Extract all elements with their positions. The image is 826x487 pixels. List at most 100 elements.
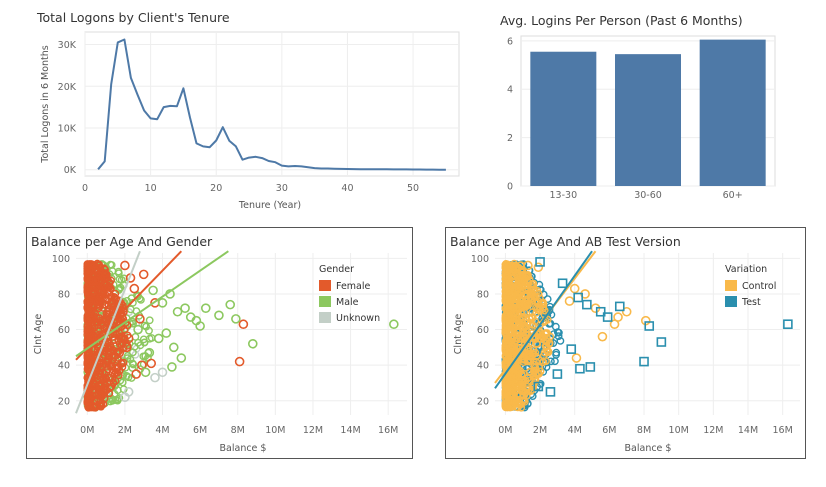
cloud-point [543, 337, 551, 346]
point-test [595, 306, 606, 317]
y-tick-label: 6 [507, 36, 513, 47]
point-test [573, 292, 583, 303]
line-chart-logons-by-tenure: Total Logons by Client's Tenure 0K 10K 20K… [36, 10, 460, 211]
point-male [231, 314, 241, 324]
point-female [118, 306, 128, 317]
cloud-point [101, 265, 110, 274]
scatter-abtest-points [523, 257, 793, 397]
y-tick-label: 0 [507, 182, 513, 193]
cloud-point [529, 279, 538, 288]
x-tick-label: 10M [265, 425, 285, 436]
cloud-point [536, 357, 544, 365]
point-test [639, 356, 649, 367]
cloud-point [514, 263, 523, 272]
cloud-point [503, 262, 512, 271]
point-control [523, 260, 533, 271]
cloud-point [84, 403, 93, 412]
point-control [569, 283, 580, 294]
point-test [557, 278, 568, 289]
x-tick-label: 13-30 [550, 190, 578, 201]
point-control [621, 306, 632, 317]
point-control [533, 262, 544, 273]
scatter-abtest-x-axis-label: Balance $ [625, 443, 672, 454]
cloud-point [514, 275, 523, 284]
y-tick-label: 0K [64, 165, 77, 176]
x-tick-label: 4M [155, 425, 169, 436]
cloud-point [102, 381, 110, 390]
x-tick-label: 16M [773, 425, 793, 436]
point-female [131, 369, 141, 379]
x-tick-label: 0 [82, 183, 88, 194]
cloud-point [83, 287, 92, 296]
cloud-point [523, 299, 532, 308]
cloud-point [85, 359, 94, 368]
point-test [582, 299, 592, 310]
point-female [238, 319, 249, 330]
cloud-point [528, 321, 537, 329]
point-unknown [157, 367, 168, 378]
cloud-point [104, 365, 112, 374]
point-male [168, 342, 179, 353]
line-chart-y-ticks: 0K 10K 20K 30K [58, 40, 77, 176]
cloud-point [501, 312, 510, 321]
cloud-point [503, 295, 512, 304]
y-tick-label: 10K [58, 124, 77, 135]
cloud-point [97, 399, 106, 408]
y-tick-label: 40 [58, 361, 70, 372]
cloud-point [100, 300, 109, 309]
cloud-point [502, 282, 510, 290]
cloud-point [515, 315, 524, 323]
cloud-point [523, 374, 532, 383]
cloud-point [113, 368, 122, 377]
cloud-point [506, 344, 515, 352]
point-male [176, 353, 187, 363]
cloud-point [536, 320, 544, 329]
x-tick-label: 6M [602, 425, 616, 436]
cloud-point [513, 371, 522, 380]
cloud-point [98, 391, 107, 400]
bar-30-60 [615, 54, 681, 187]
point-female [234, 356, 245, 367]
legend-label-female: Female [336, 281, 371, 292]
x-tick-label: 60+ [723, 190, 743, 201]
scatter-abtest-x-ticks: 0M 2M 4M 6M 8M 10M 12M 14M 16M [498, 425, 793, 436]
scatter-gender-y-ticks: 20 40 60 80 100 [52, 254, 70, 407]
point-male [247, 338, 258, 349]
cloud-point [507, 396, 515, 405]
legend-swatch-control [725, 280, 737, 291]
cloud-point [84, 348, 93, 357]
bar-chart-bars [530, 39, 766, 187]
cloud-point [140, 321, 149, 330]
x-tick-label: 10M [669, 425, 689, 436]
legend-swatch-unknown [319, 312, 331, 323]
cloud-point [501, 344, 510, 353]
cloud-point [503, 402, 512, 411]
x-tick-label: 14M [340, 425, 360, 436]
point-male [157, 298, 168, 308]
point-control [597, 331, 608, 342]
point-female [120, 260, 130, 271]
cloud-point [554, 332, 563, 341]
point-female [138, 269, 149, 280]
cloud-point [145, 326, 153, 335]
cloud-point [126, 355, 135, 364]
point-test [533, 381, 544, 392]
cloud-point [551, 357, 559, 366]
scatter-abtest-title: Balance per Age And AB Test Version [450, 234, 681, 249]
bar-chart-title: Avg. Logins Per Person (Past 6 Months) [500, 13, 743, 28]
y-tick-label: 100 [52, 254, 70, 265]
cloud-point [101, 373, 110, 382]
x-tick-label: 14M [738, 425, 758, 436]
y-tick-label: 30K [58, 40, 77, 51]
bar-chart-y-ticks: 0 2 4 6 [507, 36, 513, 192]
scatter-balance-age-gender: Balance per Age And Gender 20 40 60 80 100 0… [26, 227, 413, 459]
y-tick-label: 80 [477, 289, 489, 300]
x-tick-label: 2M [118, 425, 132, 436]
cloud-point [503, 321, 511, 330]
cloud-point [99, 374, 108, 383]
cloud-point [529, 346, 538, 355]
cloud-point [115, 284, 124, 293]
scatter-gender-y-axis-label: Clnt Age [33, 314, 44, 355]
bar-chart-avg-logins: Avg. Logins Per Person (Past 6 Months) 0… [500, 13, 776, 201]
cloud-point [108, 293, 116, 302]
